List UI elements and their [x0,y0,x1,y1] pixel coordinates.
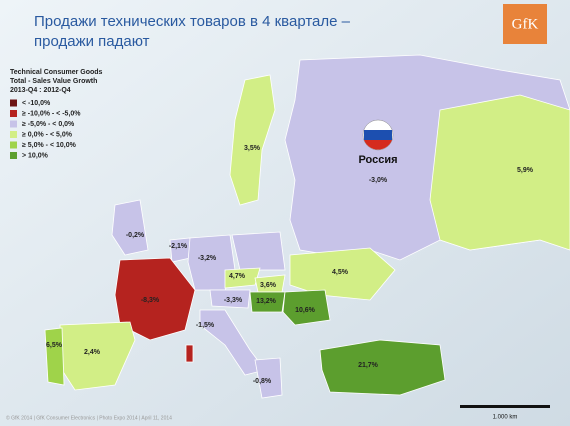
legend-label: ≥ 5,0% - < 10,0% [22,142,77,149]
uk [111,199,149,256]
value-label: 10,6% [295,307,316,314]
poland [231,231,286,271]
title: Продажи технических товаров в 4 квартале… [34,13,351,30]
france [114,257,196,341]
portugal [44,327,65,386]
legend-label: ≥ -10,0% - < -5,0% [22,110,81,117]
value-label: -3,2% [198,255,217,262]
legend-swatch [10,99,17,107]
scale-label: 1.000 km [493,415,518,421]
corsica [185,344,194,363]
scale-bar [460,405,550,408]
hungary [249,291,286,313]
value-label: 21,7% [358,362,379,369]
legend-swatch [10,120,17,128]
logo-box [503,4,547,44]
romania [282,289,331,326]
value-label: 4,5% [332,269,349,276]
value-label: -1,5% [196,322,215,329]
turkey [319,339,446,396]
ukraine [289,247,396,301]
value-label: 6,5% [46,342,63,349]
title: продажи падают [34,33,150,50]
italy [199,309,266,376]
footer: © GfK 2014 | GfK Consumer Electronics | … [6,414,172,421]
value-label: -0,2% [126,232,145,239]
legend-title: Technical Consumer Goods [10,69,103,76]
austria [209,289,251,309]
value-label: 4,7% [229,273,246,280]
greece [254,357,283,399]
legend-label: ≥ -5,0% - < 0,0% [22,121,75,128]
value-labels: 3,5% -3,0% 5,9% -0,2% -2,1% -3,2% 4,7% 3,6% 4,5%… [46,145,534,385]
legend-label: > 10,0% [22,152,49,159]
country-name: Россия [358,154,397,166]
value-label: 3,5% [244,145,261,152]
value-label: -0,8% [253,378,272,385]
value-label: 2,4% [84,349,101,356]
netherlands [169,237,191,263]
value-label: 3,6% [260,282,277,289]
legend-swatch [10,152,17,159]
legend-label: ≥ 0,0% - < 5,0% [22,131,73,138]
russia-flag [362,119,394,151]
czech [224,267,261,289]
legend-swatch [10,110,17,117]
value-label: -8,3% [141,297,160,304]
value-label: -3,3% [224,297,243,304]
legend-title: 2013-Q4 : 2012-Q4 [10,87,71,94]
legend-swatch [10,131,17,138]
map [44,54,570,399]
value-label: -2,1% [169,243,188,250]
kazakhstan [429,94,570,251]
sweden [229,74,276,206]
legend: Technical Consumer Goods Total - Sales V… [10,69,103,159]
logo: GfK [512,16,539,32]
value-label: -3,0% [369,177,388,184]
value-label: 5,9% [517,167,534,174]
legend-title: Total - Sales Value Growth [10,78,97,85]
legend-swatch [10,141,17,149]
value-label: 13,2% [256,298,277,305]
legend-label: < -10,0% [22,100,51,107]
